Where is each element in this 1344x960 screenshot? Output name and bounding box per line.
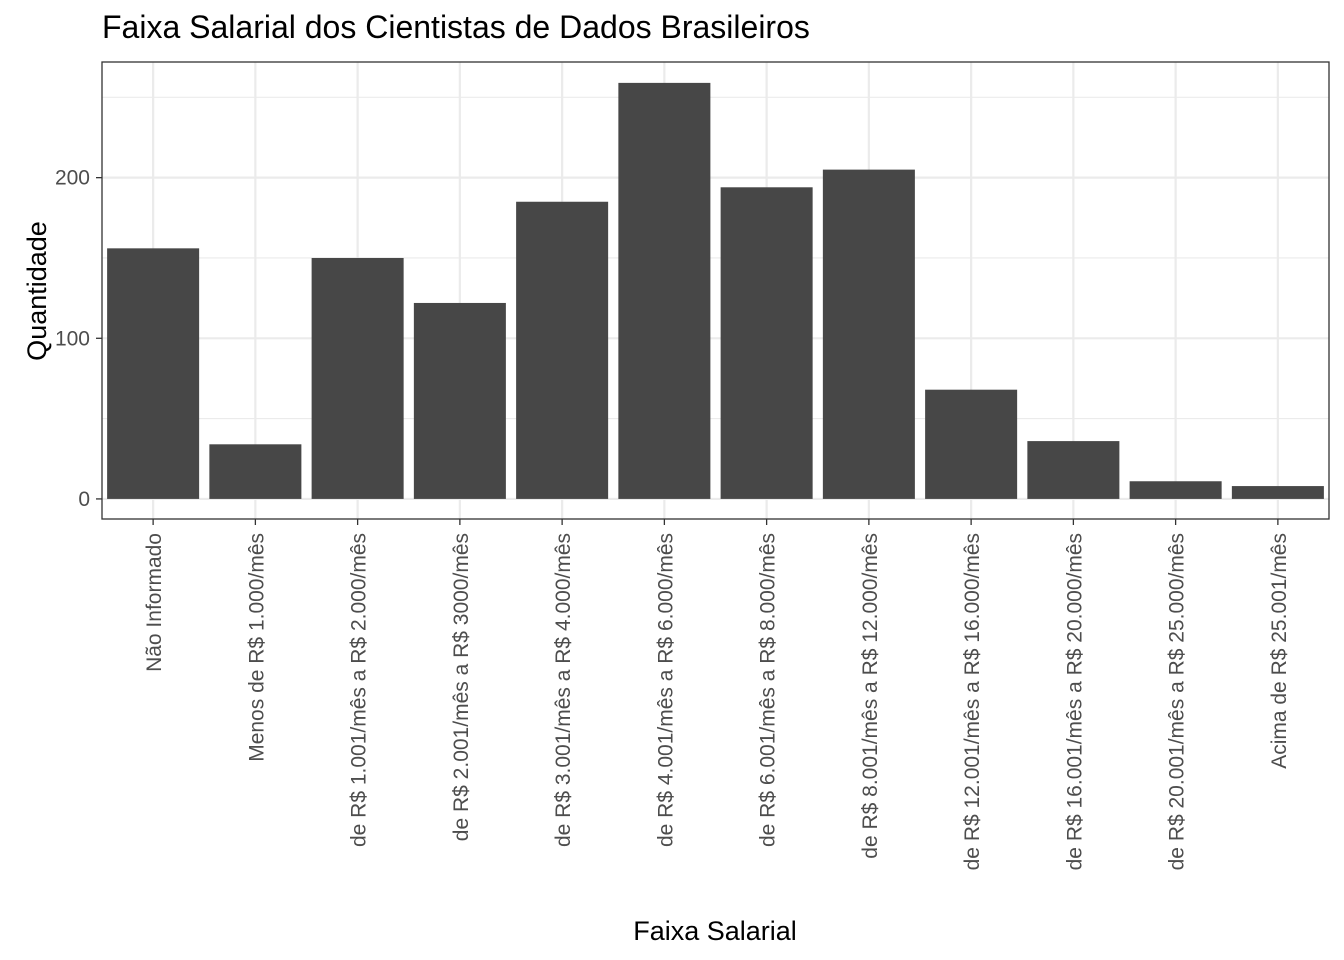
bar	[413, 302, 506, 499]
x-tick-label: de R$ 6.001/mês a R$ 8.000/mês	[757, 533, 780, 847]
x-tick-labels: Não Informado Menos de R$ 1.000/mês de R$ …	[143, 533, 1291, 870]
x-tick-label: Acima de R$ 25.001/mês	[1268, 533, 1291, 769]
chart-title: Faixa Salarial dos Cientistas de Dados B…	[102, 9, 810, 45]
y-tick-label: 100	[55, 327, 90, 350]
bar	[1129, 481, 1222, 499]
bar	[822, 169, 915, 499]
axis-ticks	[96, 177, 1279, 525]
x-tick-label: Menos de R$ 1.000/mês	[245, 533, 268, 762]
bar	[1027, 441, 1120, 499]
x-tick-label: de R$ 1.001/mês a R$ 2.000/mês	[348, 533, 371, 847]
bar	[516, 201, 609, 499]
y-tick-label: 200	[55, 167, 90, 190]
x-tick-label: de R$ 20.001/mês a R$ 25.000/mês	[1166, 533, 1189, 870]
x-tick-label: de R$ 3.001/mês a R$ 4.000/mês	[552, 533, 575, 847]
x-tick-label: Não Informado	[143, 533, 166, 672]
bars	[107, 82, 1324, 499]
x-tick-label: de R$ 16.001/mês a R$ 20.000/mês	[1063, 533, 1086, 870]
x-tick-label: de R$ 2.001/mês a R$ 3000/mês	[450, 533, 473, 841]
bar	[720, 187, 813, 499]
bar	[618, 82, 711, 499]
y-axis-title: Quantidade	[22, 221, 52, 361]
bar	[1231, 486, 1324, 499]
bar	[311, 257, 404, 499]
bar	[107, 248, 200, 499]
y-tick-label: 0	[78, 488, 90, 511]
plot-panel-border	[101, 61, 1330, 520]
x-axis-title: Faixa Salarial	[633, 916, 797, 946]
x-tick-label: de R$ 4.001/mês a R$ 6.000/mês	[654, 533, 677, 847]
y-tick-labels: 0 100 200	[55, 167, 90, 511]
x-tick-label: de R$ 12.001/mês a R$ 16.000/mês	[961, 533, 984, 870]
x-tick-label: de R$ 8.001/mês a R$ 12.000/mês	[859, 533, 882, 859]
bar	[925, 389, 1018, 499]
bar	[209, 444, 302, 499]
